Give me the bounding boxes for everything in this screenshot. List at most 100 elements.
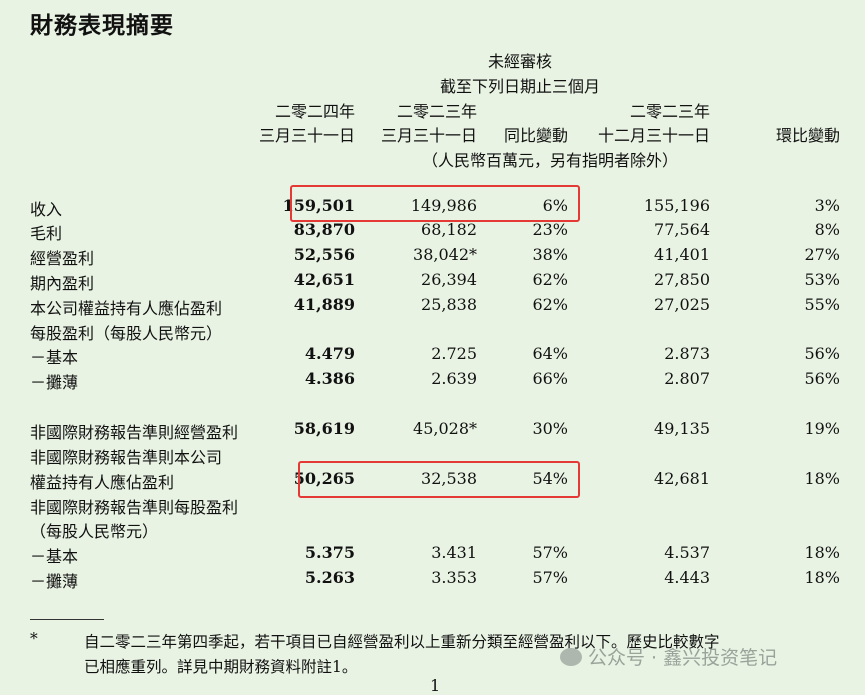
value-2024q1: 58,619 bbox=[293, 419, 355, 438]
table-row: 每股盈利（每股人民幣元） bbox=[0, 320, 865, 344]
qoq-change: 53% bbox=[804, 270, 840, 289]
qoq-change: 18% bbox=[804, 543, 840, 562]
table-row: －基本 4.479 2.725 64% 2.873 56% bbox=[0, 344, 865, 368]
header-col5: 環比變動 bbox=[775, 126, 840, 145]
qoq-change: 56% bbox=[804, 369, 840, 388]
qoq-change: 18% bbox=[804, 568, 840, 587]
row-label: 經營盈利 bbox=[30, 249, 95, 268]
watermark-text: 公众号 · 鑫兴投资笔记 bbox=[588, 647, 778, 669]
value-2024q1: 52,556 bbox=[293, 245, 355, 264]
value-2023q1: 26,394 bbox=[421, 270, 477, 289]
row-label: （每股人民幣元） bbox=[30, 522, 159, 541]
yoy-change: 30% bbox=[532, 419, 568, 438]
qoq-change: 19% bbox=[804, 419, 840, 438]
wechat-icon bbox=[560, 648, 582, 666]
table-row: 期內盈利 42,651 26,394 62% 27,850 53% bbox=[0, 270, 865, 294]
row-label: －基本 bbox=[30, 547, 79, 566]
header-col4-date: 十二月三十一日 bbox=[597, 126, 710, 145]
row-label: －攤薄 bbox=[30, 373, 79, 392]
footnote-marker: * bbox=[30, 630, 38, 648]
yoy-change: 66% bbox=[532, 369, 568, 388]
qoq-change: 8% bbox=[814, 220, 840, 239]
value-2023q1: 32,538 bbox=[421, 469, 477, 488]
value-2023q4: 77,564 bbox=[654, 220, 710, 239]
yoy-change: 38% bbox=[532, 245, 568, 264]
row-label: 收入 bbox=[30, 200, 63, 219]
footnote-line2: 已相應重列。詳見中期財務資料附註1。 bbox=[84, 658, 358, 676]
value-2023q1: 25,838 bbox=[421, 295, 477, 314]
table-row: 本公司權益持有人應佔盈利 41,889 25,838 62% 27,025 55% bbox=[0, 295, 865, 319]
page-title: 財務表現摘要 bbox=[30, 12, 174, 39]
value-2023q4: 42,681 bbox=[654, 469, 710, 488]
row-label: 非國際財務報告準則本公司 bbox=[30, 448, 223, 467]
value-2023q4: 155,196 bbox=[643, 196, 710, 215]
header-period: 截至下列日期止三個月 bbox=[439, 77, 600, 96]
value-2024q1: 4.386 bbox=[304, 369, 355, 388]
value-2023q4: 4.537 bbox=[664, 543, 710, 562]
header-unaudited: 未經審核 bbox=[487, 52, 552, 71]
footnote-line1: 自二零二三年第四季起，若干項目已自經營盈利以上重新分類至經營盈利以下。歷史比較數… bbox=[84, 633, 720, 651]
row-label: 權益持有人應佔盈利 bbox=[30, 473, 175, 492]
yoy-change: 62% bbox=[532, 295, 568, 314]
header-col3: 同比變動 bbox=[503, 126, 568, 145]
yoy-change: 54% bbox=[532, 469, 568, 488]
table-row: 非國際財務報告準則每股盈利 bbox=[0, 494, 865, 518]
value-2024q1: 41,889 bbox=[293, 295, 355, 314]
value-2023q1: 3.431 bbox=[431, 543, 477, 562]
watermark: 公众号 · 鑫兴投资笔记 bbox=[560, 643, 777, 670]
value-2023q1: 68,182 bbox=[421, 220, 477, 239]
value-2023q4: 4.443 bbox=[664, 568, 710, 587]
value-2024q1: 42,651 bbox=[293, 270, 355, 289]
yoy-change: 23% bbox=[532, 220, 568, 239]
value-2023q4: 2.807 bbox=[664, 369, 710, 388]
table-row: 權益持有人應佔盈利 50,265 32,538 54% 42,681 18% bbox=[0, 469, 865, 493]
qoq-change: 27% bbox=[804, 245, 840, 264]
value-2024q1: 4.479 bbox=[304, 344, 355, 363]
value-2024q1: 5.263 bbox=[304, 568, 355, 587]
yoy-change: 64% bbox=[532, 344, 568, 363]
value-2023q1: 3.353 bbox=[431, 568, 477, 587]
value-2023q4: 27,025 bbox=[654, 295, 710, 314]
table-row: －基本 5.375 3.431 57% 4.537 18% bbox=[0, 543, 865, 567]
value-2023q1: 2.639 bbox=[431, 369, 477, 388]
value-2023q1: 38,042* bbox=[413, 245, 477, 264]
table-row: －攤薄 4.386 2.639 66% 2.807 56% bbox=[0, 369, 865, 393]
value-2024q1: 159,501 bbox=[282, 196, 355, 215]
value-2023q4: 27,850 bbox=[654, 270, 710, 289]
table-row: 毛利 83,870 68,182 23% 77,564 8% bbox=[0, 220, 865, 244]
table-row: 收入 159,501 149,986 6% 155,196 3% bbox=[0, 196, 865, 220]
header-col1-date: 三月三十一日 bbox=[258, 126, 355, 145]
row-label: 本公司權益持有人應佔盈利 bbox=[30, 299, 223, 318]
page-number: 1 bbox=[430, 676, 441, 695]
yoy-change: 57% bbox=[532, 568, 568, 587]
yoy-change: 6% bbox=[542, 196, 568, 215]
value-2024q1: 50,265 bbox=[293, 469, 355, 488]
value-2024q1: 83,870 bbox=[293, 220, 355, 239]
value-2023q1: 45,028* bbox=[413, 419, 477, 438]
qoq-change: 56% bbox=[804, 344, 840, 363]
row-label: －基本 bbox=[30, 348, 79, 367]
value-2023q1: 2.725 bbox=[431, 344, 477, 363]
table-row: 非國際財務報告準則經營盈利 58,619 45,028* 30% 49,135 19% bbox=[0, 419, 865, 443]
qoq-change: 3% bbox=[814, 196, 840, 215]
yoy-change: 62% bbox=[532, 270, 568, 289]
row-label: 非國際財務報告準則每股盈利 bbox=[30, 498, 239, 517]
row-label: －攤薄 bbox=[30, 572, 79, 591]
row-label: 期內盈利 bbox=[30, 274, 95, 293]
row-label: 非國際財務報告準則經營盈利 bbox=[30, 423, 239, 442]
value-2023q4: 41,401 bbox=[654, 245, 710, 264]
table-row: 非國際財務報告準則本公司 bbox=[0, 444, 865, 468]
value-2024q1: 5.375 bbox=[304, 543, 355, 562]
row-label: 毛利 bbox=[30, 224, 63, 243]
table-row: －攤薄 5.263 3.353 57% 4.443 18% bbox=[0, 568, 865, 592]
value-2023q4: 2.873 bbox=[664, 344, 710, 363]
value-2023q1: 149,986 bbox=[410, 196, 477, 215]
footnote-divider bbox=[30, 619, 104, 620]
highlight-box-non-ifrs-profit bbox=[298, 461, 580, 498]
highlight-box-revenue bbox=[290, 185, 580, 222]
qoq-change: 55% bbox=[804, 295, 840, 314]
header-unit: （人民幣百萬元，另有指明者除外） bbox=[422, 151, 679, 170]
value-2023q4: 49,135 bbox=[654, 419, 710, 438]
header-col1-year: 二零二四年 bbox=[274, 102, 355, 121]
header-col2-date: 三月三十一日 bbox=[380, 126, 477, 145]
